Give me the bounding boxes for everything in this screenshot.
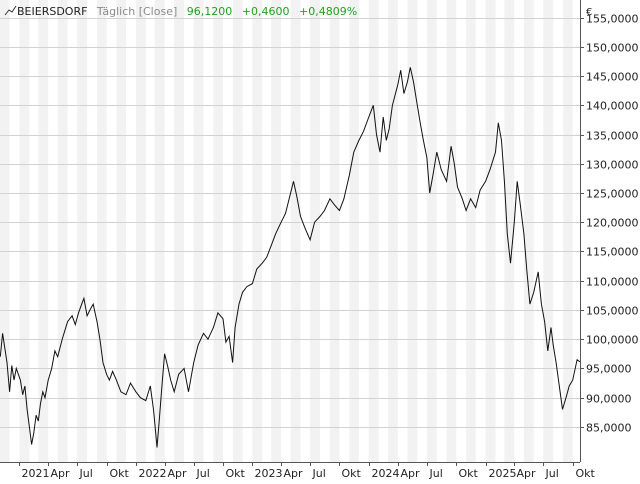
x-tick-label: Okt <box>342 467 362 480</box>
y-tick-label: 115,0000 <box>586 246 639 259</box>
month-band <box>271 0 282 462</box>
currency-label: € <box>586 7 592 18</box>
y-tick-label: 145,0000 <box>586 71 639 84</box>
month-band <box>523 0 534 462</box>
last-price: 96,1200 <box>187 5 233 18</box>
y-tick-label: 135,0000 <box>586 130 639 143</box>
month-band <box>232 0 243 462</box>
chart-line-icon <box>4 5 17 16</box>
chart-header: BEIERSDORF Täglich [Close] 96,1200 +0,46… <box>4 5 357 18</box>
month-bands <box>0 0 573 462</box>
x-tick-label: Apr <box>517 467 537 480</box>
y-tick-label: 140,0000 <box>586 100 639 113</box>
x-tick-label: 2021 <box>22 467 50 480</box>
x-tick-label: Okt <box>459 467 479 480</box>
month-band <box>387 0 398 462</box>
x-tick-label: Jul <box>79 467 93 480</box>
month-band <box>116 0 127 462</box>
month-band <box>543 0 554 462</box>
x-tick-label: Jul <box>545 467 559 480</box>
x-axis: 2021 Apr Jul Okt 2022 Apr Jul Okt 2023 Apr Jul Okt 2… <box>19 462 596 480</box>
month-band <box>563 0 573 462</box>
x-tick-label: 2022 <box>139 467 167 480</box>
x-tick-label: Jul <box>312 467 326 480</box>
y-tick-label: 95,0000 <box>586 363 632 376</box>
y-tick-label: 125,0000 <box>586 188 639 201</box>
month-band <box>96 0 107 462</box>
month-band <box>213 0 224 462</box>
month-band <box>368 0 379 462</box>
y-tick-label: 130,0000 <box>586 159 639 172</box>
x-tick-label: Okt <box>110 467 130 480</box>
x-tick-label: Jul <box>196 467 210 480</box>
y-tick-label: 155,0000 <box>586 13 639 26</box>
month-band <box>310 0 320 462</box>
x-tick-label: 2025 <box>489 467 517 480</box>
svg-text:BEIERSDORF Täglich [Cl: BEIERSDORF Täglich [Close] 96,1200 +0,46… <box>17 5 357 18</box>
month-band <box>252 0 263 462</box>
y-axis: 85,0000 90,0000 95,0000 100,0000 105,0000 110… <box>580 13 639 435</box>
month-band <box>485 0 496 462</box>
price-change: +0,4600 <box>242 5 290 18</box>
month-band <box>38 0 49 462</box>
y-tick-label: 85,0000 <box>586 422 632 435</box>
y-tick-label: 100,0000 <box>586 334 639 347</box>
month-band <box>290 0 301 462</box>
month-band <box>0 0 10 462</box>
y-tick-label: 150,0000 <box>586 42 639 55</box>
y-tick-label: 110,0000 <box>586 276 639 289</box>
x-tick-label: Okt <box>226 467 246 480</box>
x-tick-label: 2023 <box>255 467 283 480</box>
instrument-name: BEIERSDORF <box>17 5 87 18</box>
x-tick-label: Jul <box>429 467 443 480</box>
month-band <box>504 0 515 462</box>
x-tick-label: 2024 <box>372 467 400 480</box>
month-band <box>466 0 476 462</box>
month-band <box>77 0 88 462</box>
price-line <box>0 67 581 448</box>
month-band <box>446 0 457 462</box>
grid-lines <box>0 18 580 428</box>
month-band <box>174 0 185 462</box>
month-band <box>349 0 359 462</box>
y-tick-label: 105,0000 <box>586 305 639 318</box>
price-change-percent: +0,4809% <box>299 5 357 18</box>
y-tick-label: 120,0000 <box>586 217 639 230</box>
month-band <box>154 0 165 462</box>
x-tick-label: Apr <box>51 467 71 480</box>
month-band <box>329 0 340 462</box>
month-band <box>135 0 146 462</box>
x-tick-label: Apr <box>401 467 421 480</box>
month-band <box>407 0 418 462</box>
month-band <box>57 0 68 462</box>
month-band <box>426 0 437 462</box>
x-tick-label: Apr <box>168 467 188 480</box>
chart-mode: Täglich [Close] <box>96 5 177 18</box>
month-band <box>193 0 204 462</box>
month-band <box>19 0 30 462</box>
x-tick-label: Okt <box>576 467 596 480</box>
y-tick-label: 90,0000 <box>586 393 632 406</box>
x-tick-label: Apr <box>284 467 304 480</box>
